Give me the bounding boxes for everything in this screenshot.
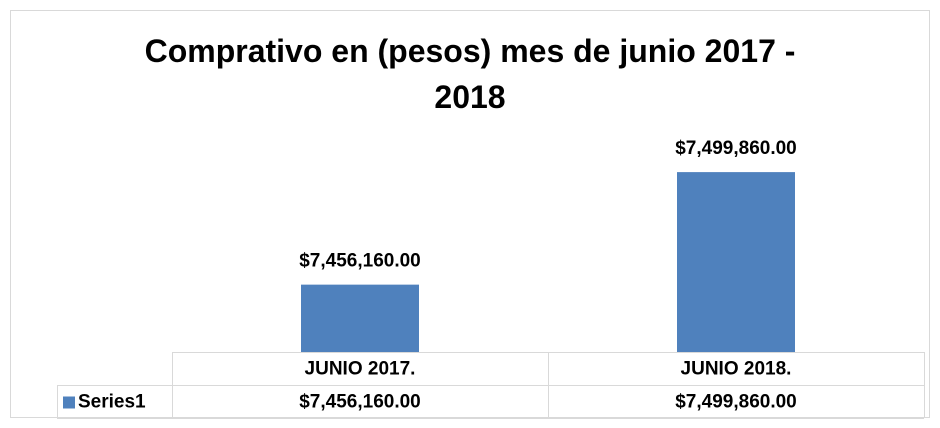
bar bbox=[301, 284, 419, 352]
x-tick-label: JUNIO 2017. bbox=[305, 359, 416, 380]
data-label: $7,499,860.00 bbox=[675, 138, 797, 159]
bar bbox=[677, 172, 795, 352]
table-cell: $7,499,860.00 bbox=[675, 392, 797, 413]
x-tick-label: JUNIO 2018. bbox=[681, 359, 792, 380]
legend-swatch bbox=[63, 396, 75, 409]
legend-label: Series1 bbox=[78, 392, 146, 413]
data-label: $7,456,160.00 bbox=[299, 251, 421, 272]
table-cell: $7,456,160.00 bbox=[299, 392, 421, 413]
chart-title: Comprativo en (pesos) mes de junio 2017 … bbox=[144, 33, 796, 115]
